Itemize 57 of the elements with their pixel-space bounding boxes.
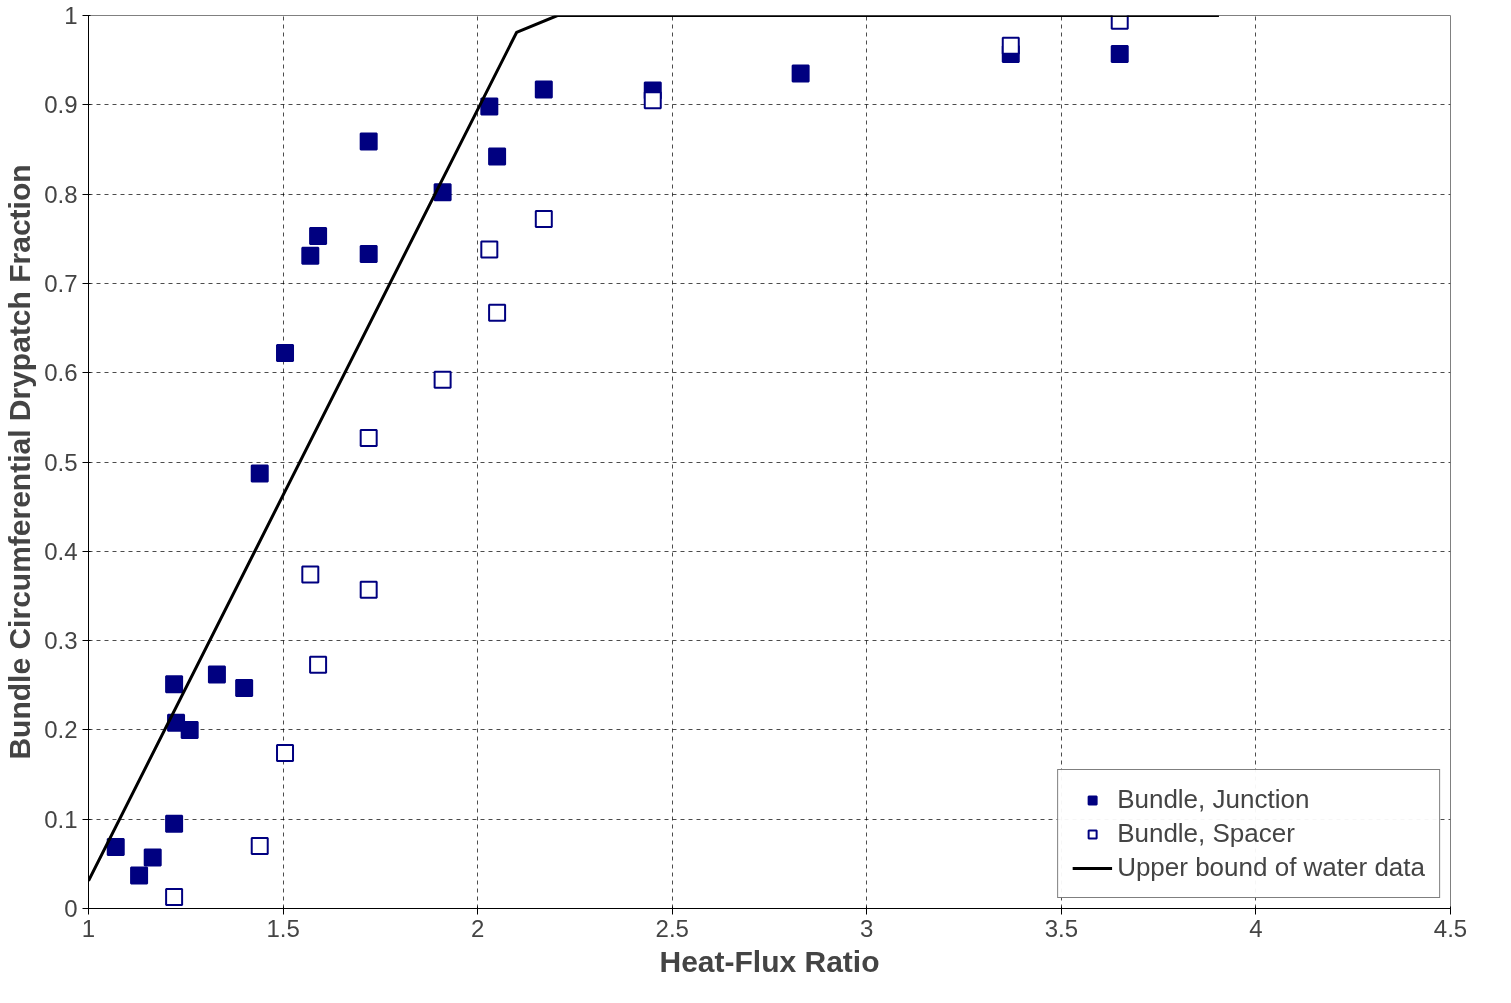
point: [1110, 44, 1129, 63]
point: [534, 80, 553, 99]
x-tick-label: 2.5: [655, 914, 689, 942]
x-tick-label: 1: [81, 914, 96, 942]
point: [165, 814, 184, 833]
x-tick-label: 3.5: [1044, 914, 1079, 942]
point: [309, 655, 328, 674]
point: [359, 244, 378, 263]
point: [207, 665, 226, 684]
point: [276, 344, 295, 363]
point: [480, 240, 499, 259]
point: [359, 580, 378, 599]
point: [488, 147, 507, 166]
x-tick-label: 2: [470, 914, 485, 942]
legend-label: Bundle, Spacer: [1117, 818, 1295, 849]
y-tick-label: 0: [64, 895, 78, 922]
y-tick-label: 0.1: [44, 805, 78, 833]
y-axis-title: Bundle Circumferential Drypatch Fraction: [3, 164, 37, 760]
y-tick-label: 0.3: [44, 627, 78, 655]
x-tick-label: 4: [1249, 914, 1263, 942]
point: [791, 64, 810, 83]
point: [534, 210, 553, 229]
point: [276, 744, 295, 763]
point: [1001, 36, 1020, 55]
y-tick-label: 0.7: [44, 269, 78, 297]
point: [180, 720, 199, 739]
point: [250, 836, 269, 855]
x-tick-label: 1.5: [266, 914, 300, 942]
y-tick-label: 0.2: [44, 716, 78, 744]
x-tick-label: 3: [860, 914, 874, 942]
y-tick-label: 0.4: [44, 537, 78, 565]
point: [165, 887, 184, 906]
y-tick-label: 0.9: [44, 91, 78, 119]
point: [250, 464, 269, 483]
point: [488, 303, 507, 322]
point: [359, 428, 378, 447]
point: [165, 675, 184, 694]
y-tick-label: 1: [64, 2, 78, 29]
point: [480, 97, 499, 116]
legend-label: Bundle, Junction: [1117, 784, 1310, 815]
point: [106, 837, 125, 856]
point: [301, 246, 320, 265]
point: [301, 565, 320, 584]
y-tick-label: 0.6: [44, 359, 78, 387]
x-tick-label: 4.5: [1433, 914, 1468, 942]
y-tick-label: 0.5: [44, 448, 78, 476]
point: [235, 678, 254, 697]
point: [433, 370, 452, 389]
point: [143, 848, 162, 867]
x-axis-title: Heat-Flux Ratio: [659, 944, 880, 978]
point: [130, 866, 149, 885]
point: [643, 91, 662, 110]
y-tick-label: 0.8: [44, 180, 78, 208]
point: [1110, 15, 1129, 30]
point: [309, 227, 328, 246]
point: [359, 132, 378, 151]
legend-label: Upper bound of water data: [1117, 852, 1425, 883]
